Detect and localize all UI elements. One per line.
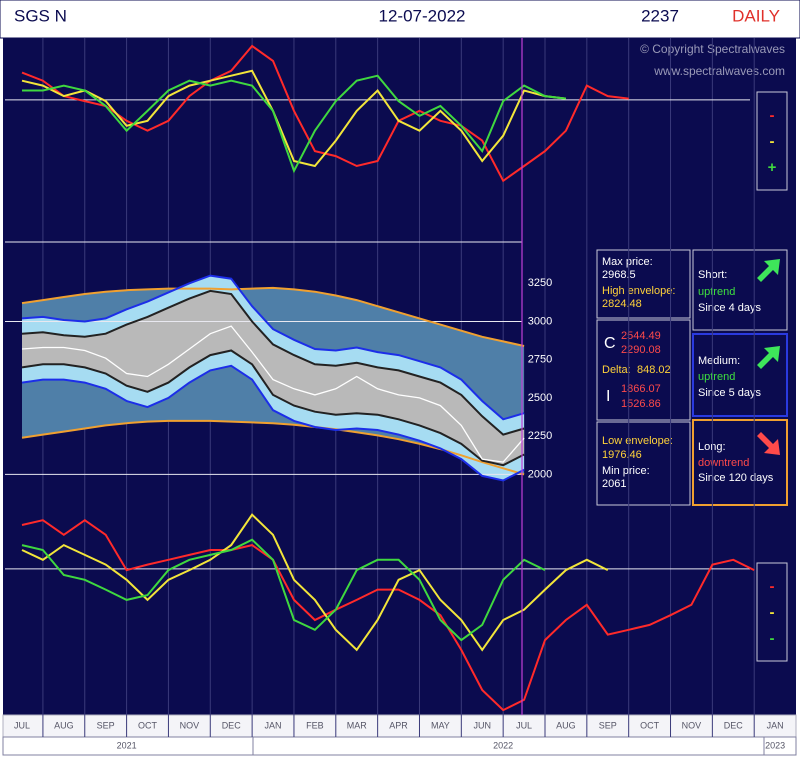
x-tick-label: JUN bbox=[473, 720, 491, 730]
info-value: 1526.86 bbox=[621, 398, 661, 410]
down-arrow bbox=[757, 432, 780, 455]
info-value: 2544.49 bbox=[621, 330, 661, 342]
x-tick-label: OCT bbox=[138, 720, 158, 730]
oscillator-line bbox=[21, 518, 755, 712]
year-label: 2022 bbox=[493, 740, 513, 750]
trend-direction: downtrend bbox=[698, 457, 749, 469]
x-tick-label: APR bbox=[389, 720, 408, 730]
x-tick-label: SEP bbox=[97, 720, 115, 730]
trend-direction: uptrend bbox=[698, 371, 735, 383]
x-tick-label: AUG bbox=[54, 720, 74, 730]
legend-entry: - bbox=[770, 107, 775, 124]
info-label: Low envelope: bbox=[602, 435, 673, 447]
price-line bbox=[21, 325, 525, 463]
x-tick-label: AUG bbox=[556, 720, 576, 730]
price-line bbox=[21, 289, 525, 436]
x-tick-label: NOV bbox=[180, 720, 200, 730]
y-tick-label: 2250 bbox=[528, 430, 552, 442]
trend-since: Since 4 days bbox=[698, 302, 761, 314]
trend-since: Since 5 days bbox=[698, 387, 761, 399]
x-tick-label: JAN bbox=[767, 720, 784, 730]
oscillator-line bbox=[21, 69, 567, 168]
x-tick-label: DEC bbox=[724, 720, 744, 730]
year-label: 2021 bbox=[117, 740, 137, 750]
x-tick-label: JAN bbox=[265, 720, 282, 730]
info-label: Delta: bbox=[602, 364, 631, 376]
year-label: 2023 bbox=[765, 740, 785, 750]
ticker: SGS N bbox=[14, 6, 67, 25]
x-tick-label: DEC bbox=[222, 720, 242, 730]
trend-label: Long: bbox=[698, 441, 726, 453]
price-line bbox=[21, 349, 525, 467]
x-tick-label: JUL bbox=[516, 720, 532, 730]
x-tick-label: MAY bbox=[431, 720, 450, 730]
x-tick-label: SEP bbox=[599, 720, 617, 730]
info-value: 2824.48 bbox=[602, 298, 642, 310]
info-box bbox=[596, 249, 691, 319]
up-arrow bbox=[757, 346, 780, 369]
legend-box bbox=[756, 91, 788, 191]
oscillator-line bbox=[21, 538, 546, 642]
year-axis bbox=[2, 736, 797, 756]
oscillator-line bbox=[21, 513, 609, 652]
date: 12-07-2022 bbox=[379, 6, 466, 25]
legend-entry: - bbox=[770, 133, 775, 150]
info-value: 2968.5 bbox=[602, 269, 636, 281]
x-tick-label: FEB bbox=[306, 720, 324, 730]
trend-label: Medium: bbox=[698, 355, 740, 367]
info-box bbox=[596, 421, 691, 506]
y-tick-label: 2750 bbox=[528, 354, 552, 366]
info-label: C bbox=[604, 335, 616, 352]
y-tick-label: 2000 bbox=[528, 468, 552, 480]
trend-direction: uptrend bbox=[698, 286, 735, 298]
y-tick-label: 2500 bbox=[528, 392, 552, 404]
legend-entry: - bbox=[770, 578, 775, 595]
price-line bbox=[21, 364, 525, 482]
info-label: Max price: bbox=[602, 256, 653, 268]
oscillator-line bbox=[22, 74, 567, 174]
legend-entry: + bbox=[768, 159, 777, 176]
legend-entry: - bbox=[770, 630, 775, 647]
info-value: 1976.46 bbox=[602, 449, 642, 461]
info-value: 1866.07 bbox=[621, 383, 661, 395]
y-tick-label: 3250 bbox=[528, 277, 552, 289]
x-tick-label: NOV bbox=[682, 720, 702, 730]
up-arrow bbox=[757, 259, 780, 282]
info-box bbox=[596, 319, 691, 421]
info-label: Min price: bbox=[602, 465, 650, 477]
info-value: 848.02 bbox=[637, 364, 671, 376]
info-label: High envelope: bbox=[602, 285, 675, 297]
trend-since: Since 120 days bbox=[698, 472, 774, 484]
y-tick-label: 3000 bbox=[528, 315, 552, 327]
price-line bbox=[21, 286, 525, 347]
x-tick-label: MAR bbox=[347, 720, 368, 730]
price-line bbox=[21, 274, 525, 421]
info-panel: Max price: 2968.5 High envelope: 2824.48… bbox=[596, 249, 788, 506]
legend-entry: - bbox=[770, 604, 775, 621]
band-fill bbox=[22, 290, 525, 466]
trend-box bbox=[692, 419, 788, 506]
info-value: 2290.08 bbox=[621, 344, 661, 356]
period: DAILY bbox=[732, 6, 780, 25]
legend-box bbox=[756, 562, 788, 662]
last-price: 2237 bbox=[641, 6, 679, 25]
info-label: I bbox=[606, 388, 610, 405]
x-tick-label: OCT bbox=[640, 720, 660, 730]
website: www.spectralwaves.com bbox=[653, 64, 785, 78]
x-tick-label: JUL bbox=[14, 720, 30, 730]
info-value: 2061 bbox=[602, 478, 626, 490]
